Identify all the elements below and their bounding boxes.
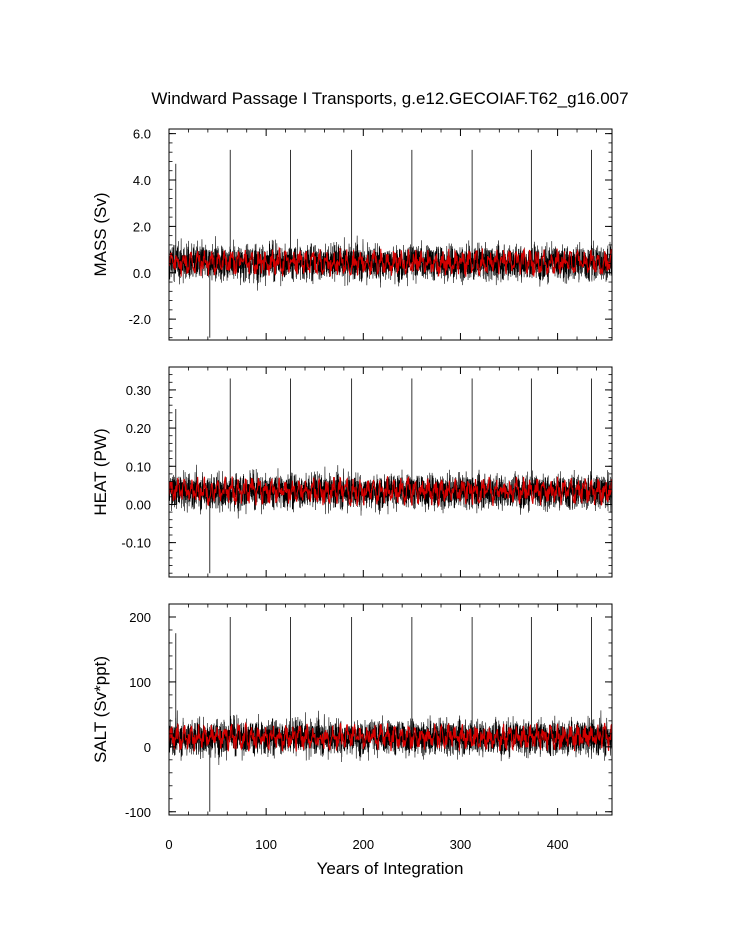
y-tick-label: 200 xyxy=(129,610,151,625)
y-tick-label: 0.10 xyxy=(126,459,151,474)
mass-panel: 6.0 4.0 2.0 0.0 -2.0 MASS (Sv) xyxy=(91,127,613,341)
x-tick-label: 100 xyxy=(255,837,277,852)
y-axis-title: SALT (Sv*ppt) xyxy=(91,656,110,763)
x-tick-label: 400 xyxy=(547,837,569,852)
y-tick-label: 0 xyxy=(144,740,151,755)
y-tick-label: 6.0 xyxy=(133,127,151,142)
salt-panel: 200 100 0 -100 SALT (Sv*ppt) xyxy=(91,603,613,820)
x-tick-label: 200 xyxy=(352,837,374,852)
plot-frame xyxy=(168,366,613,578)
annual-mean-line xyxy=(168,721,613,752)
y-tick-label: -2.0 xyxy=(129,312,151,327)
annual-mean-line xyxy=(168,476,613,508)
y-tick-label: 0.30 xyxy=(126,383,151,398)
y-tick-label: 0.0 xyxy=(133,266,151,281)
x-tick-labels: 0 100 200 300 400 xyxy=(165,837,568,852)
x-tick-label: 300 xyxy=(450,837,472,852)
y-tick-label: 100 xyxy=(129,675,151,690)
plot-frame xyxy=(168,603,613,816)
y-tick-label: -100 xyxy=(125,805,151,820)
x-axis-title: Years of Integration xyxy=(317,859,464,878)
x-tick-label: 0 xyxy=(165,837,172,852)
y-axis-title: HEAT (PW) xyxy=(91,428,110,515)
y-tick-label: 4.0 xyxy=(133,173,151,188)
figure-title: Windward Passage I Transports, g.e12.GEC… xyxy=(151,89,628,108)
y-tick-label: 2.0 xyxy=(133,219,151,234)
heat-panel: 0.30 0.20 0.10 0.00 -0.10 HEAT (PW) xyxy=(91,366,613,578)
y-tick-label: 0.20 xyxy=(126,421,151,436)
plot-frame xyxy=(168,128,613,341)
annual-mean-line xyxy=(168,246,613,277)
y-tick-label: -0.10 xyxy=(121,536,151,551)
y-axis-title: MASS (Sv) xyxy=(91,192,110,276)
y-tick-label: 0.00 xyxy=(126,497,151,512)
monthly-series-line xyxy=(168,464,613,519)
